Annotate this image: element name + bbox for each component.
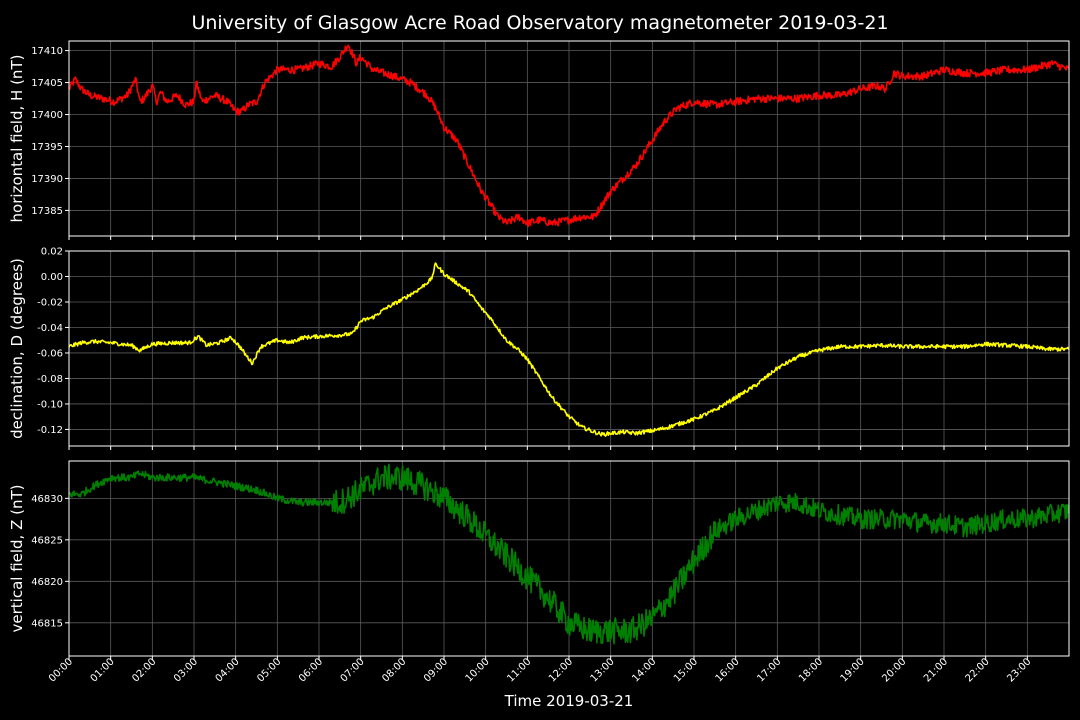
y-tick-label: 17410 [31, 46, 63, 57]
y-tick-label: -0.04 [37, 323, 63, 334]
x-tick-label: 02:00 [130, 656, 158, 684]
x-tick-label: 14:00 [630, 656, 658, 684]
y-axis-label: declination, D (degrees) [8, 258, 26, 439]
y-tick-label: 0.02 [41, 247, 63, 258]
x-tick-label: 17:00 [755, 656, 783, 684]
x-tick-label: 07:00 [339, 656, 367, 684]
panel-horizontal: 17385 17390 17395 17400 17405 17410 horizontal… [8, 40, 1070, 240]
y-axis-label: horizontal field, H (nT) [8, 55, 26, 223]
x-tick-label: 23:00 [1005, 656, 1033, 684]
y-tick-label: 46820 [31, 577, 63, 588]
x-tick-label: 15:00 [672, 656, 700, 684]
x-tick-label: 04:00 [214, 656, 242, 684]
y-tick-label: -0.02 [37, 297, 63, 308]
x-tick-label: 00:00 [47, 656, 75, 684]
chart-title: University of Glasgow Acre Road Observat… [191, 12, 888, 34]
y-tick-label: -0.10 [37, 399, 63, 410]
y-tick-label: 17395 [31, 142, 63, 153]
series-line-horizontal [68, 44, 1070, 228]
y-tick-label: -0.12 [37, 425, 63, 436]
x-tick-label: 21:00 [922, 656, 950, 684]
x-tick-label: 20:00 [880, 656, 908, 684]
x-tick-label: 13:00 [589, 656, 617, 684]
x-tick-label: 18:00 [797, 656, 825, 684]
y-tick-label: -0.08 [37, 374, 63, 385]
panel-declination: -0.12 -0.10 -0.08 -0.06 -0.04 -0.02 0.00 0.02 de… [8, 247, 1070, 450]
y-tick-label: 17390 [31, 174, 63, 185]
x-axis-label: Time 2019-03-21 [504, 692, 634, 710]
x-tick-label: 06:00 [297, 656, 325, 684]
series-line-vertical [68, 463, 1070, 645]
y-tick-label: 17400 [31, 110, 63, 121]
panels-group: 17385 17390 17395 17400 17405 17410 horizontal… [8, 40, 1070, 660]
y-tick-label: -0.06 [37, 348, 63, 359]
y-tick-label: 17405 [31, 78, 63, 89]
y-tick-label: 46815 [31, 618, 63, 629]
x-tick-label: 11:00 [505, 656, 533, 684]
x-tick-label: 12:00 [547, 656, 575, 684]
x-tick-label: 22:00 [964, 656, 992, 684]
panel-frame [68, 250, 1070, 447]
y-tick-label: 46830 [31, 494, 63, 505]
x-tick-label: 01:00 [89, 656, 117, 684]
x-tick-label: 03:00 [172, 656, 200, 684]
series-line-declination [68, 262, 1070, 437]
x-tick-label: 09:00 [422, 656, 450, 684]
y-axis-label: vertical field, Z (nT) [8, 484, 26, 632]
x-tick-label: 05:00 [255, 656, 283, 684]
x-tick-label: 08:00 [380, 656, 408, 684]
x-tick-label: 10:00 [464, 656, 492, 684]
panel-vertical: 46815 46820 46825 46830 vertical field, Z (n… [8, 460, 1070, 660]
x-tick-label: 16:00 [714, 656, 742, 684]
x-tick-labels: 00:00 01:00 02:00 03:00 04:00 05:00 06:00 07:00… [47, 656, 1033, 684]
y-tick-label: 17385 [31, 206, 63, 217]
y-tick-label: 0.00 [41, 272, 63, 283]
x-tick-label: 19:00 [839, 656, 867, 684]
panel-frame [68, 460, 1070, 657]
y-tick-label: 46825 [31, 535, 63, 546]
panel-frame [68, 40, 1070, 237]
